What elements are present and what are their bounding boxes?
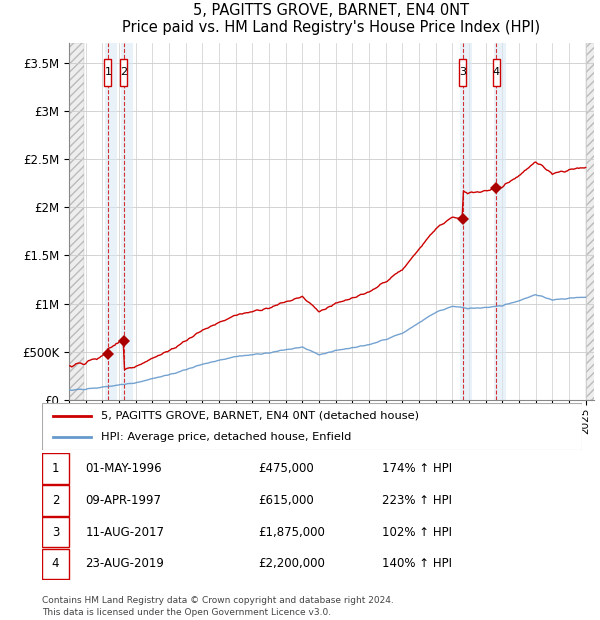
Text: £475,000: £475,000	[258, 462, 314, 475]
Bar	[460, 43, 472, 400]
Text: 5, PAGITTS GROVE, BARNET, EN4 0NT (detached house): 5, PAGITTS GROVE, BARNET, EN4 0NT (detac…	[101, 410, 419, 420]
Bar	[69, 43, 84, 400]
Bar	[586, 43, 600, 400]
FancyBboxPatch shape	[42, 517, 69, 547]
FancyBboxPatch shape	[493, 59, 500, 86]
Text: 23-AUG-2019: 23-AUG-2019	[85, 557, 164, 570]
Text: 3: 3	[459, 68, 466, 78]
Bar	[586, 43, 600, 400]
FancyBboxPatch shape	[42, 403, 582, 450]
Title: 5, PAGITTS GROVE, BARNET, EN4 0NT
Price paid vs. HM Land Registry's House Price : 5, PAGITTS GROVE, BARNET, EN4 0NT Price …	[122, 3, 541, 35]
Text: 140% ↑ HPI: 140% ↑ HPI	[382, 557, 452, 570]
Text: 4: 4	[52, 557, 59, 570]
Text: 1: 1	[52, 462, 59, 475]
Text: Contains HM Land Registry data © Crown copyright and database right 2024.
This d: Contains HM Land Registry data © Crown c…	[42, 596, 394, 617]
FancyBboxPatch shape	[42, 453, 69, 484]
Text: 2: 2	[52, 494, 59, 507]
FancyBboxPatch shape	[42, 549, 69, 579]
Bar	[494, 43, 506, 400]
Text: £1,875,000: £1,875,000	[258, 526, 325, 539]
Text: 2: 2	[120, 68, 127, 78]
FancyBboxPatch shape	[42, 485, 69, 515]
Text: 01-MAY-1996: 01-MAY-1996	[85, 462, 162, 475]
Text: 1: 1	[104, 68, 112, 78]
Text: £2,200,000: £2,200,000	[258, 557, 325, 570]
FancyBboxPatch shape	[104, 59, 112, 86]
Text: £615,000: £615,000	[258, 494, 314, 507]
Text: 4: 4	[493, 68, 500, 78]
FancyBboxPatch shape	[120, 59, 127, 86]
Bar	[106, 43, 117, 400]
Text: HPI: Average price, detached house, Enfield: HPI: Average price, detached house, Enfi…	[101, 432, 352, 442]
Bar	[121, 43, 133, 400]
Bar	[69, 43, 84, 400]
Text: 11-AUG-2017: 11-AUG-2017	[85, 526, 164, 539]
Text: 3: 3	[52, 526, 59, 539]
Text: 102% ↑ HPI: 102% ↑ HPI	[382, 526, 452, 539]
Text: 174% ↑ HPI: 174% ↑ HPI	[382, 462, 452, 475]
FancyBboxPatch shape	[459, 59, 466, 86]
Text: 09-APR-1997: 09-APR-1997	[85, 494, 161, 507]
Text: 223% ↑ HPI: 223% ↑ HPI	[382, 494, 452, 507]
